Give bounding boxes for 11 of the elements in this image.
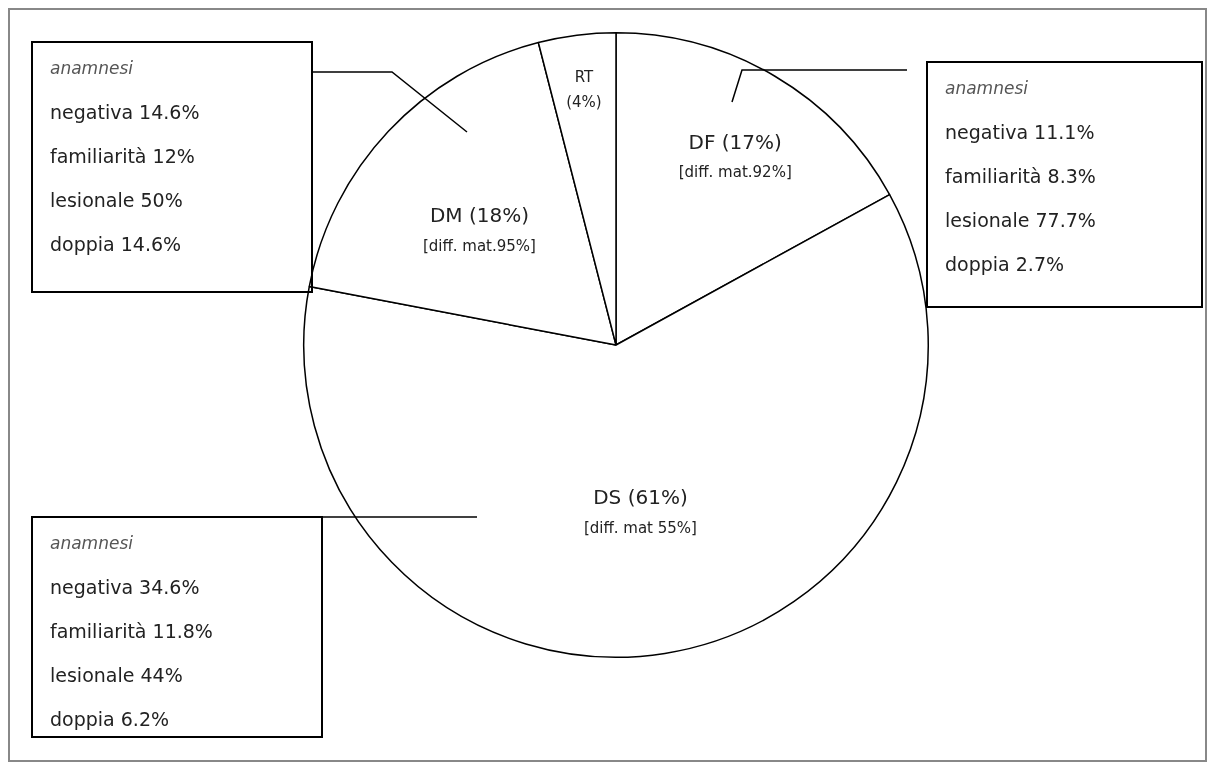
text: anamnesi negativa 34.6% familiarità 11.8% lesionale 44% doppia 6.2% [50,533,213,730]
data-label: (4%) [566,93,602,112]
text: anamnesi negativa 14.6% familiarità 12% lesionale 50% doppia 14.6% [50,58,200,255]
text: [diff. mat.95%] [422,236,536,255]
text: [diff. mat.92%] [678,163,792,182]
text: [diff. mat 55%] [583,519,697,538]
slice-label: DS (61%) [593,485,688,510]
slice-label: DF (17%) [688,129,782,154]
text: anamnesi negativa 11.1% familiarità 8.3% lesionale 77.7% doppia 2.7% [945,78,1096,275]
slice-label: RT [574,68,594,87]
slice-label: DM (18%) [429,202,529,227]
